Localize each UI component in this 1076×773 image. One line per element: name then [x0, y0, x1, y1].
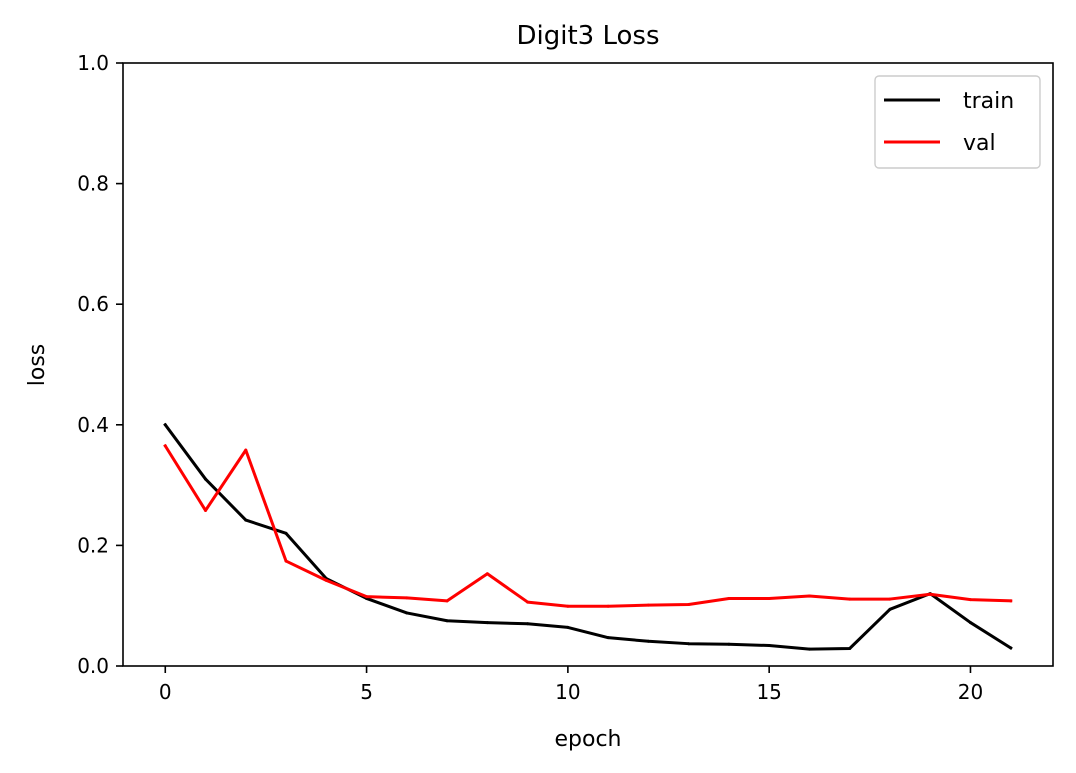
data-point-val [767, 596, 771, 600]
data-point-val [405, 596, 409, 600]
data-point-val [244, 448, 248, 452]
data-point-val [687, 602, 691, 606]
data-point-val [204, 508, 208, 512]
data-point-train [204, 477, 208, 481]
data-point-val [365, 595, 369, 599]
y-tick-label: 0.8 [77, 172, 109, 196]
chart-title: Digit3 Loss [517, 21, 660, 51]
x-tick-label: 20 [958, 680, 983, 704]
data-point-train [807, 647, 811, 651]
x-tick-label: 15 [756, 680, 781, 704]
data-point-train [767, 644, 771, 647]
data-point-val [566, 604, 570, 608]
data-point-train [526, 622, 530, 626]
data-point-train [405, 611, 409, 615]
y-axis-label: loss [25, 344, 50, 387]
data-point-val [727, 596, 731, 600]
data-point-val [526, 600, 530, 604]
x-tick-label: 0 [159, 680, 172, 704]
y-tick-label: 0.0 [77, 654, 109, 678]
data-point-val [324, 578, 328, 582]
y-tick-label: 0.6 [77, 292, 109, 316]
data-point-train [968, 621, 972, 625]
x-tick-label: 5 [360, 680, 373, 704]
data-point-val [485, 572, 489, 576]
x-axis-ticks: 0 5 10 15 20 [159, 666, 983, 704]
series-line-val [163, 443, 1013, 608]
x-tick-label: 10 [555, 680, 580, 704]
legend-label-val: val [963, 131, 996, 156]
data-point-train [687, 642, 691, 646]
data-point-val [928, 592, 932, 596]
data-point-val [848, 597, 852, 601]
data-point-val [1009, 599, 1013, 603]
data-point-train [244, 518, 248, 522]
data-point-train [1009, 646, 1013, 650]
data-point-train [646, 639, 650, 643]
legend: train val [874, 75, 1041, 169]
x-axis-label: epoch [555, 727, 622, 752]
plot-frame [122, 62, 1054, 667]
data-point-val [807, 594, 811, 598]
data-point-val [646, 603, 650, 607]
data-point-train [727, 642, 731, 646]
data-point-train [163, 423, 167, 427]
data-point-val [284, 559, 288, 563]
data-point-train [566, 625, 570, 629]
y-tick-label: 0.2 [77, 533, 109, 557]
plot-area [163, 422, 1013, 651]
data-point-train [284, 531, 288, 535]
y-tick-label: 0.4 [77, 413, 109, 437]
y-axis-ticks: 0.0 0.2 0.4 0.6 0.8 1.0 [77, 51, 123, 678]
legend-label-train: train [963, 89, 1014, 114]
data-point-val [888, 597, 892, 601]
series-line-train [163, 422, 1013, 651]
legend-box [874, 75, 1041, 169]
y-tick-label: 1.0 [77, 51, 109, 75]
data-point-train [485, 621, 489, 625]
data-point-val [163, 444, 167, 448]
data-point-val [445, 599, 449, 603]
data-point-val [968, 598, 972, 602]
data-point-train [848, 647, 852, 651]
data-point-train [606, 636, 610, 640]
data-point-val [606, 604, 610, 608]
data-point-train [445, 619, 449, 623]
data-point-train [888, 607, 892, 611]
